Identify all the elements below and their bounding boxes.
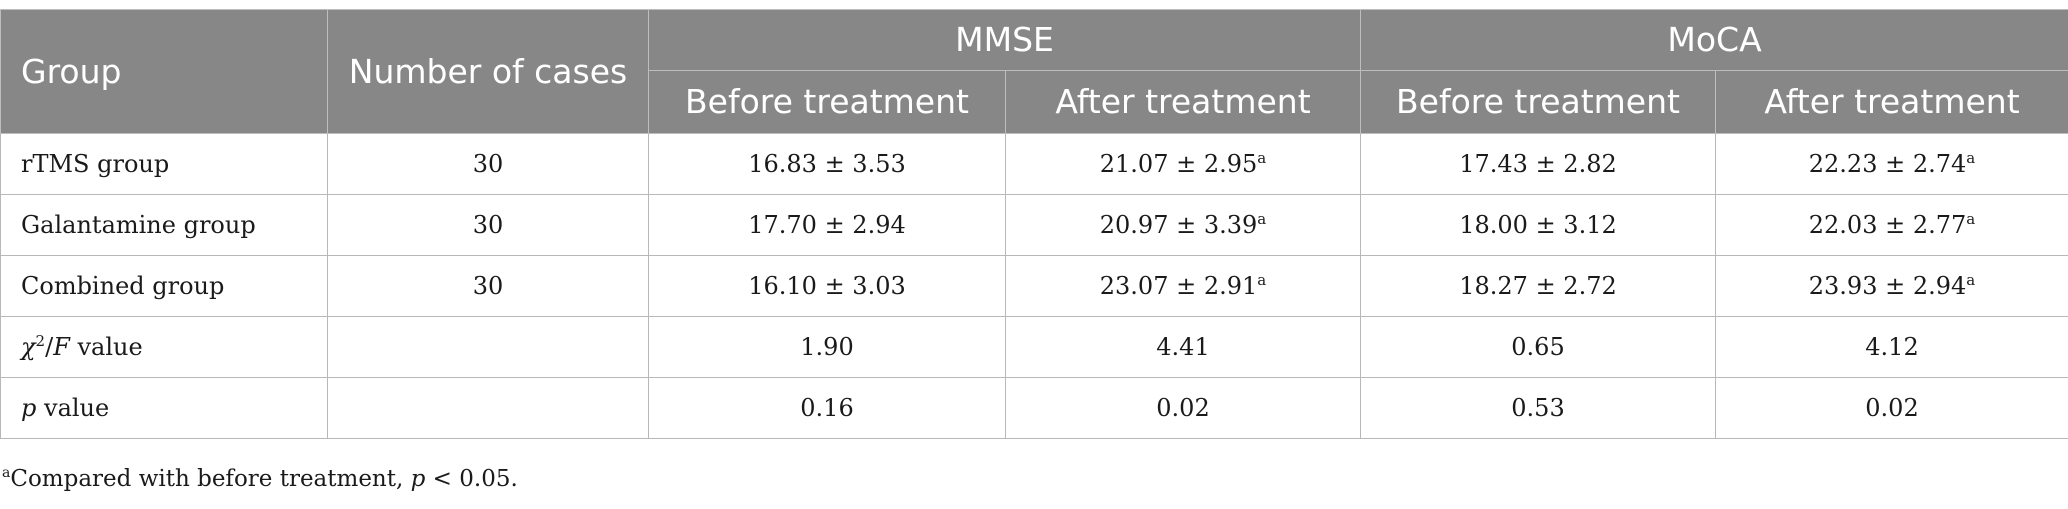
mmse-after-cell: 0.02 (1005, 377, 1361, 439)
header-row-2: Before treatment After treatment Before … (1, 70, 2068, 134)
table-row: Galantamine group 30 17.70 ± 2.94 20.97 … (0, 194, 2068, 256)
chi-symbol: χ (21, 333, 36, 361)
cases-cell (327, 316, 649, 378)
value: 23.93 ± 2.94 (1808, 272, 1967, 300)
table-row: rTMS group 30 16.83 ± 3.53 21.07 ± 2.95a… (0, 133, 2068, 195)
significance-marker: a (1257, 210, 1267, 228)
header-moca-before: Before treatment (1360, 70, 1716, 134)
footnote-marker: a (2, 465, 11, 481)
footnote-rest: < 0.05. (425, 466, 518, 492)
moca-before-cell: 18.00 ± 3.12 (1360, 194, 1716, 256)
header-group: Group (0, 9, 328, 134)
moca-after-cell: 22.03 ± 2.77a (1715, 194, 2068, 256)
moca-after-cell: 0.02 (1715, 377, 2068, 439)
results-table-container: Group Number of cases MMSE MoCA Before t… (0, 9, 2068, 439)
moca-after-cell: 22.23 ± 2.74a (1715, 133, 2068, 195)
cases-cell: 30 (327, 255, 649, 317)
table-row: Combined group 30 16.10 ± 3.03 23.07 ± 2… (0, 255, 2068, 317)
header-mmse-after: After treatment (1005, 70, 1361, 134)
table-footnote: aCompared with before treatment, p < 0.0… (2, 466, 518, 492)
mmse-before-cell: 16.83 ± 3.53 (648, 133, 1006, 195)
f-symbol: F (53, 333, 70, 361)
label-suffix: value (36, 394, 110, 422)
header-mmse: MMSE (648, 9, 1361, 71)
header-cases: Number of cases (327, 9, 649, 134)
mmse-before-cell: 1.90 (648, 316, 1006, 378)
value: 22.23 ± 2.74 (1808, 150, 1967, 178)
stat-row-p: p value 0.16 0.02 0.53 0.02 (0, 377, 2068, 439)
header-mmse-before: Before treatment (648, 70, 1006, 134)
row-label: Combined group (0, 255, 328, 317)
chi-exponent: 2 (35, 332, 46, 350)
significance-marker: a (1257, 271, 1267, 289)
header-moca: MoCA (1360, 9, 2068, 71)
moca-after-cell: 4.12 (1715, 316, 2068, 378)
cases-cell: 30 (327, 194, 649, 256)
significance-marker: a (1257, 149, 1267, 167)
results-table: Group Number of cases MMSE MoCA Before t… (0, 9, 2068, 439)
row-label: rTMS group (0, 133, 328, 195)
row-label: p value (0, 377, 328, 439)
footnote-p: p (410, 466, 426, 492)
significance-marker: a (1966, 210, 1976, 228)
label-suffix: value (69, 333, 143, 361)
significance-marker: a (1966, 149, 1976, 167)
row-label: χ2/F value (0, 316, 328, 378)
value: 23.07 ± 2.91 (1099, 272, 1258, 300)
row-label: Galantamine group (0, 194, 328, 256)
mmse-after-cell: 4.41 (1005, 316, 1361, 378)
value: 20.97 ± 3.39 (1099, 211, 1258, 239)
cases-cell (327, 377, 649, 439)
moca-before-cell: 0.53 (1360, 377, 1716, 439)
p-symbol: p (21, 394, 37, 422)
value: 21.07 ± 2.95 (1099, 150, 1258, 178)
significance-marker: a (1966, 271, 1976, 289)
mmse-after-cell: 20.97 ± 3.39a (1005, 194, 1361, 256)
slash: / (45, 333, 54, 361)
mmse-before-cell: 17.70 ± 2.94 (648, 194, 1006, 256)
header-row-1: Group Number of cases MMSE MoCA (0, 9, 2068, 134)
mmse-after-cell: 23.07 ± 2.91a (1005, 255, 1361, 317)
mmse-before-cell: 16.10 ± 3.03 (648, 255, 1006, 317)
footnote-text: Compared with before treatment, (10, 466, 411, 492)
mmse-before-cell: 0.16 (648, 377, 1006, 439)
mmse-after-cell: 21.07 ± 2.95a (1005, 133, 1361, 195)
header-moca-after: After treatment (1715, 70, 2068, 134)
moca-after-cell: 23.93 ± 2.94a (1715, 255, 2068, 317)
moca-before-cell: 17.43 ± 2.82 (1360, 133, 1716, 195)
cases-cell: 30 (327, 133, 649, 195)
value: 22.03 ± 2.77 (1808, 211, 1967, 239)
stat-row-chi-f: χ2/F value 1.90 4.41 0.65 4.12 (0, 316, 2068, 378)
moca-before-cell: 0.65 (1360, 316, 1716, 378)
moca-before-cell: 18.27 ± 2.72 (1360, 255, 1716, 317)
